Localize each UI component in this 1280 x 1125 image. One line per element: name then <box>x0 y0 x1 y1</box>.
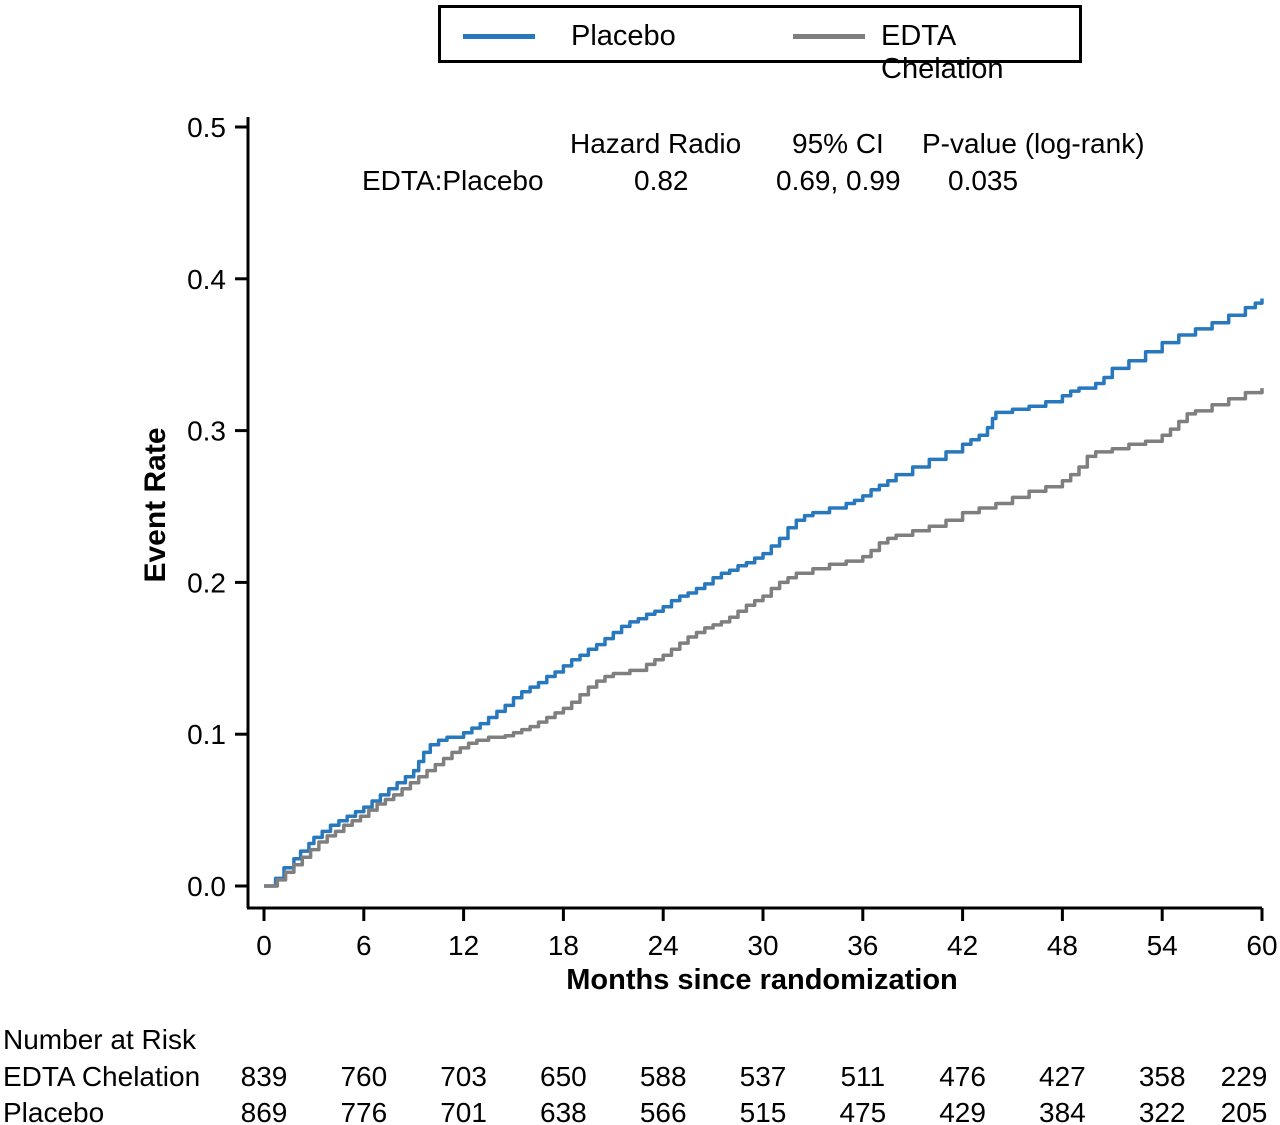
ci-header: 95% CI <box>792 128 884 159</box>
risk-count-placebo-m36: 475 <box>839 1097 887 1125</box>
x-tick-label: 6 <box>356 930 372 961</box>
risk-count-placebo-m48: 384 <box>1039 1097 1086 1125</box>
risk-count-edta-chelation-m6: 760 <box>340 1061 388 1092</box>
risk-count-placebo-m6: 776 <box>340 1097 388 1125</box>
risk-count-placebo-m60: 205 <box>1220 1097 1268 1125</box>
x-axis-title: Months since randomization <box>566 964 958 996</box>
y-tick-label: 0.4 <box>187 264 226 295</box>
x-tick-label: 60 <box>1246 930 1277 961</box>
risk-count-placebo-m54: 322 <box>1138 1097 1186 1125</box>
p-value-header: P-value (log-rank) <box>922 128 1145 159</box>
hazard-ratio-value: 0.82 <box>634 165 689 196</box>
risk-count-edta-chelation-m36: 511 <box>840 1061 886 1092</box>
risk-count-edta-chelation-m0: 839 <box>240 1061 288 1092</box>
x-tick-label: 12 <box>448 930 479 961</box>
legend-label-edta: EDTA Chelation <box>881 20 1004 85</box>
edta-line-swatch <box>793 34 865 39</box>
x-tick-label: 24 <box>648 930 679 961</box>
risk-count-edta-chelation-m60: 229 <box>1220 1061 1268 1092</box>
risk-count-edta-chelation-m12: 703 <box>440 1061 487 1092</box>
y-tick-label: 0.5 <box>187 112 226 143</box>
placebo-line-swatch <box>463 34 535 39</box>
x-tick-label: 48 <box>1047 930 1078 961</box>
risk-count-edta-chelation-m42: 476 <box>939 1061 986 1092</box>
x-tick-label: 18 <box>548 930 579 961</box>
risk-row-edta-values: 839 760 703 650 588 537 511 476 427 358 229 <box>0 1061 1280 1097</box>
x-tick-label: 42 <box>947 930 978 961</box>
risk-count-edta-chelation-m24: 588 <box>639 1061 687 1092</box>
number-at-risk-title: Number at Risk <box>3 1024 196 1055</box>
y-tick-label: 0.2 <box>187 567 226 598</box>
p-value: 0.035 <box>948 165 1019 196</box>
risk-count-edta-chelation-m18: 650 <box>540 1061 587 1092</box>
risk-row-label-edta: EDTA Chelation <box>3 1061 201 1092</box>
series-edta-chelation-curve <box>264 388 1264 888</box>
risk-count-edta-chelation-m48: 427 <box>1039 1061 1086 1092</box>
y-tick-label: 0.3 <box>187 416 226 447</box>
risk-count-edta-chelation-m54: 358 <box>1138 1061 1186 1092</box>
x-tick-label: 54 <box>1147 930 1178 961</box>
series-placebo-curve <box>264 298 1264 888</box>
ci-value: 0.69, 0.99 <box>776 165 901 196</box>
x-tick-label: 30 <box>747 930 778 961</box>
risk-count-placebo-m30: 515 <box>739 1097 787 1125</box>
x-tick-label: 36 <box>847 930 878 961</box>
legend-label-placebo: Placebo <box>571 20 676 52</box>
comparison-label: EDTA:Placebo <box>362 165 544 196</box>
hazard-ratio-header: Hazard Radio <box>570 128 742 159</box>
risk-count-placebo-m42: 429 <box>939 1097 986 1125</box>
risk-row-placebo-values: 869 776 701 638 566 515 475 429 384 322 205 <box>0 1097 1280 1125</box>
x-tick-label: 0 <box>256 930 272 961</box>
risk-row-label-placebo: Placebo <box>3 1097 105 1125</box>
y-axis-title: Event Rate <box>139 427 172 583</box>
risk-count-placebo-m12: 701 <box>440 1097 487 1125</box>
risk-count-placebo-m18: 638 <box>540 1097 587 1125</box>
risk-count-edta-chelation-m30: 537 <box>739 1061 787 1092</box>
y-tick-label: 0.0 <box>187 871 226 902</box>
risk-count-placebo-m24: 566 <box>639 1097 687 1125</box>
legend: Placebo EDTA Chelation <box>438 5 1082 85</box>
y-tick-label: 0.1 <box>187 719 226 750</box>
risk-count-placebo-m0: 869 <box>240 1097 288 1125</box>
